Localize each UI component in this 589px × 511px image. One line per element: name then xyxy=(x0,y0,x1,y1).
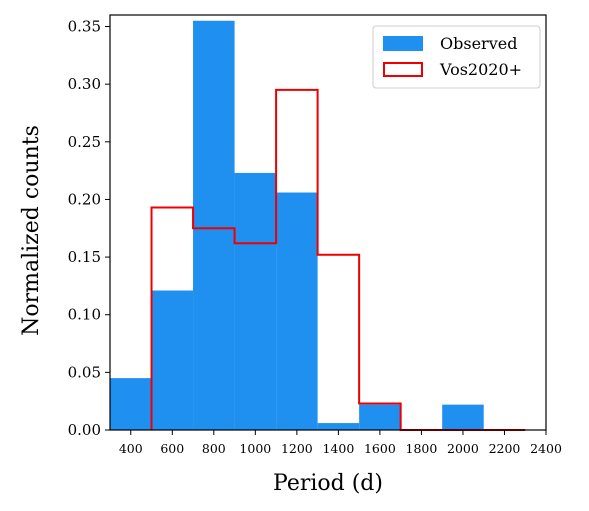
x-tick-label: 2200 xyxy=(489,441,521,456)
x-tick-label: 1800 xyxy=(406,441,438,456)
y-tick-label: 0.05 xyxy=(68,363,101,381)
legend: Observed Vos2020+ xyxy=(372,25,541,89)
observed-bar-5 xyxy=(317,423,360,430)
y-tick-label: 0.10 xyxy=(68,306,101,324)
x-tick-label: 2000 xyxy=(447,441,479,456)
observed-bar-6 xyxy=(359,404,401,430)
observed-bar-2 xyxy=(193,20,235,431)
observed-bar-8 xyxy=(442,404,484,430)
y-tick-label: 0.15 xyxy=(68,248,101,266)
observed-bar-1 xyxy=(151,290,194,430)
x-tick-label: 2400 xyxy=(530,441,562,456)
observed-bar-3 xyxy=(234,172,277,431)
x-tick-label: 1000 xyxy=(239,441,271,456)
x-tick-label: 600 xyxy=(160,441,184,456)
observed-bar-4 xyxy=(276,192,318,430)
x-tick-label: 800 xyxy=(202,441,226,456)
legend-label-observed: Observed xyxy=(440,34,517,53)
y-axis-label: Normalized counts xyxy=(19,125,44,336)
observed-bar-0 xyxy=(110,378,152,430)
y-tick-label: 0.35 xyxy=(68,18,101,36)
x-axis: 400 600 800 1000 1200 1400 1600 1800 2000 2200 240… xyxy=(119,430,562,456)
legend-swatch-vos2020 xyxy=(383,62,423,77)
y-tick-label: 0.30 xyxy=(68,75,101,93)
y-axis: 0.00 0.05 0.10 0.15 0.20 0.25 0.30 0.35 xyxy=(68,18,110,439)
plot-frame xyxy=(109,14,547,431)
plot-area xyxy=(110,20,526,431)
x-tick-label: 1200 xyxy=(281,441,313,456)
y-tick-label: 0.00 xyxy=(68,421,101,439)
x-tick-label: 400 xyxy=(119,441,143,456)
x-tick-label: 1600 xyxy=(364,441,396,456)
legend-label-vos2020: Vos2020+ xyxy=(439,60,522,79)
legend-swatch-observed xyxy=(383,36,423,51)
x-axis-label: Period (d) xyxy=(273,471,383,496)
y-tick-label: 0.20 xyxy=(68,190,101,208)
x-tick-label: 1400 xyxy=(322,441,354,456)
y-tick-label: 0.25 xyxy=(68,133,101,151)
